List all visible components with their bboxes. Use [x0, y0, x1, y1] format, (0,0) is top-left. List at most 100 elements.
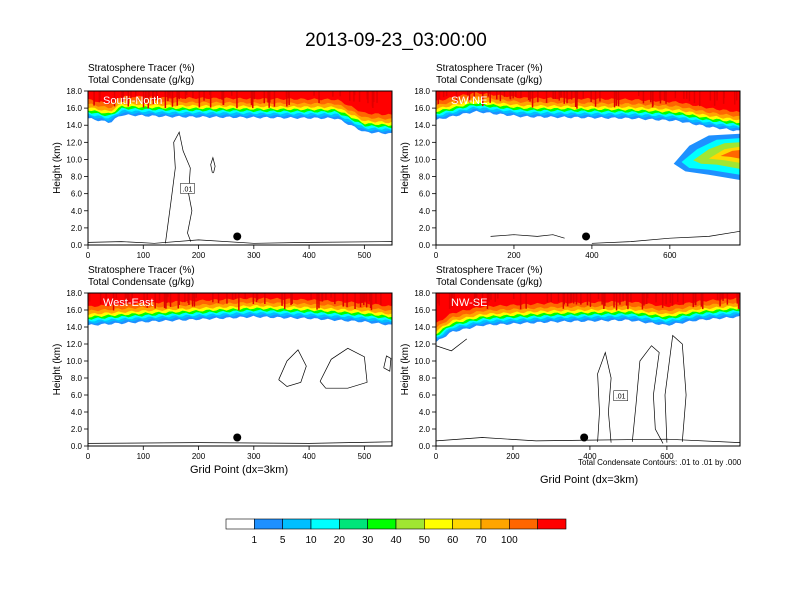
tracer-streak	[672, 293, 674, 306]
station-marker	[580, 434, 588, 442]
tracer-streak	[567, 293, 569, 306]
colorbar-label: 100	[501, 535, 518, 546]
tracer-streak	[367, 91, 369, 99]
colorbar-label: 5	[280, 535, 286, 546]
tracer-streak	[354, 91, 356, 95]
tracer-streak	[325, 293, 327, 300]
tracer-streak	[253, 293, 255, 304]
panel-label: West-East	[103, 297, 154, 309]
tracer-streak	[677, 293, 679, 302]
tracer-streak	[714, 91, 716, 106]
y-axis-label: Height (km)	[52, 344, 63, 396]
tracer-streak	[359, 91, 361, 102]
y-tick-label: 8.0	[419, 374, 431, 383]
tracer-streak	[515, 91, 517, 97]
tracer-streak	[580, 293, 582, 305]
colorbar-label: 10	[305, 535, 317, 546]
tracer-streak	[618, 91, 620, 106]
tracer-streak	[176, 91, 178, 99]
tracer-streak	[366, 293, 368, 308]
station-marker	[233, 232, 241, 240]
colorbar-swatch	[254, 519, 282, 529]
tracer-streak	[318, 293, 320, 299]
condensate-contour	[88, 442, 392, 444]
tracer-streak	[212, 293, 214, 302]
tracer-streak	[662, 293, 664, 308]
tracer-streak	[375, 293, 377, 303]
tracer-streak	[532, 91, 534, 108]
colorbar-label: 50	[419, 535, 431, 546]
condensate-contour	[384, 356, 391, 371]
tracer-streak	[595, 91, 597, 107]
tracer-streak	[619, 293, 621, 305]
tracer-streak	[349, 91, 351, 101]
colorbar-label: 1	[252, 535, 258, 546]
tracer-streak	[210, 91, 212, 108]
tracer-streak	[373, 91, 375, 102]
tracer-streak	[699, 91, 701, 95]
x-tick-label: 500	[358, 452, 372, 461]
tracer-streak	[664, 91, 666, 101]
tracer-streak	[512, 91, 514, 98]
tracer-streak	[689, 91, 691, 101]
condensate-contour	[211, 158, 215, 173]
x-tick-label: 100	[137, 251, 151, 260]
tracer-streak	[723, 91, 725, 98]
colorbar-swatch	[538, 519, 566, 529]
tracer-streak	[701, 293, 703, 307]
tracer-streak	[363, 293, 365, 305]
tracer-streak	[583, 91, 585, 98]
tracer-streak	[566, 91, 568, 103]
y-axis-label: Height (km)	[52, 142, 63, 194]
y-tick-label: 0.0	[419, 442, 431, 451]
x-tick-label: 600	[663, 251, 677, 260]
tracer-streak	[264, 91, 266, 103]
tracer-streak	[551, 293, 553, 302]
tracer-streak	[546, 91, 548, 103]
y-tick-label: 8.0	[71, 173, 83, 182]
tracer-streak	[655, 293, 657, 302]
colorbar-swatch	[396, 519, 424, 529]
x-tick-label: 0	[434, 452, 439, 461]
tracer-streak	[316, 293, 318, 310]
tracer-streak	[558, 293, 560, 302]
tracer-streak	[727, 293, 729, 305]
x-tick-label: 200	[192, 251, 206, 260]
tracer-streak	[736, 91, 738, 100]
x-tick-label: 0	[434, 251, 439, 260]
tracer-streak	[165, 293, 167, 309]
x-tick-label: 300	[247, 251, 261, 260]
y-tick-label: 18.0	[414, 289, 430, 298]
x-tick-label: 200	[507, 251, 521, 260]
tracer-streak	[167, 293, 169, 297]
y-tick-label: 2.0	[71, 224, 83, 233]
panel-label: NW-SE	[451, 297, 487, 309]
tracer-streak	[738, 293, 740, 309]
tracer-streak	[488, 91, 490, 97]
station-marker	[582, 232, 590, 240]
y-tick-label: 10.0	[66, 155, 82, 164]
tracer-streak	[192, 91, 194, 98]
x-tick-label: 400	[585, 251, 599, 260]
tracer-streak	[168, 91, 170, 95]
tracer-streak	[601, 293, 603, 305]
y-tick-label: 2.0	[419, 224, 431, 233]
y-tick-label: 2.0	[419, 425, 431, 434]
tracer-streak	[675, 91, 677, 98]
y-tick-label: 16.0	[414, 306, 430, 315]
tracer-streak	[496, 91, 498, 99]
tracer-streak	[616, 91, 618, 106]
tracer-streak	[722, 293, 724, 301]
tracer-streak	[332, 91, 334, 97]
y-tick-label: 14.0	[414, 121, 430, 130]
y-tick-label: 12.0	[414, 340, 430, 349]
tracer-streak	[199, 91, 201, 107]
tracer-streak	[172, 91, 174, 107]
tracer-streak	[288, 91, 290, 98]
tracer-streak	[256, 293, 257, 302]
tracer-streak	[343, 293, 345, 307]
tracer-streak	[693, 293, 695, 307]
tracer-streak	[330, 293, 332, 298]
tracer-streak	[274, 91, 276, 107]
x-tick-label: 200	[192, 452, 206, 461]
